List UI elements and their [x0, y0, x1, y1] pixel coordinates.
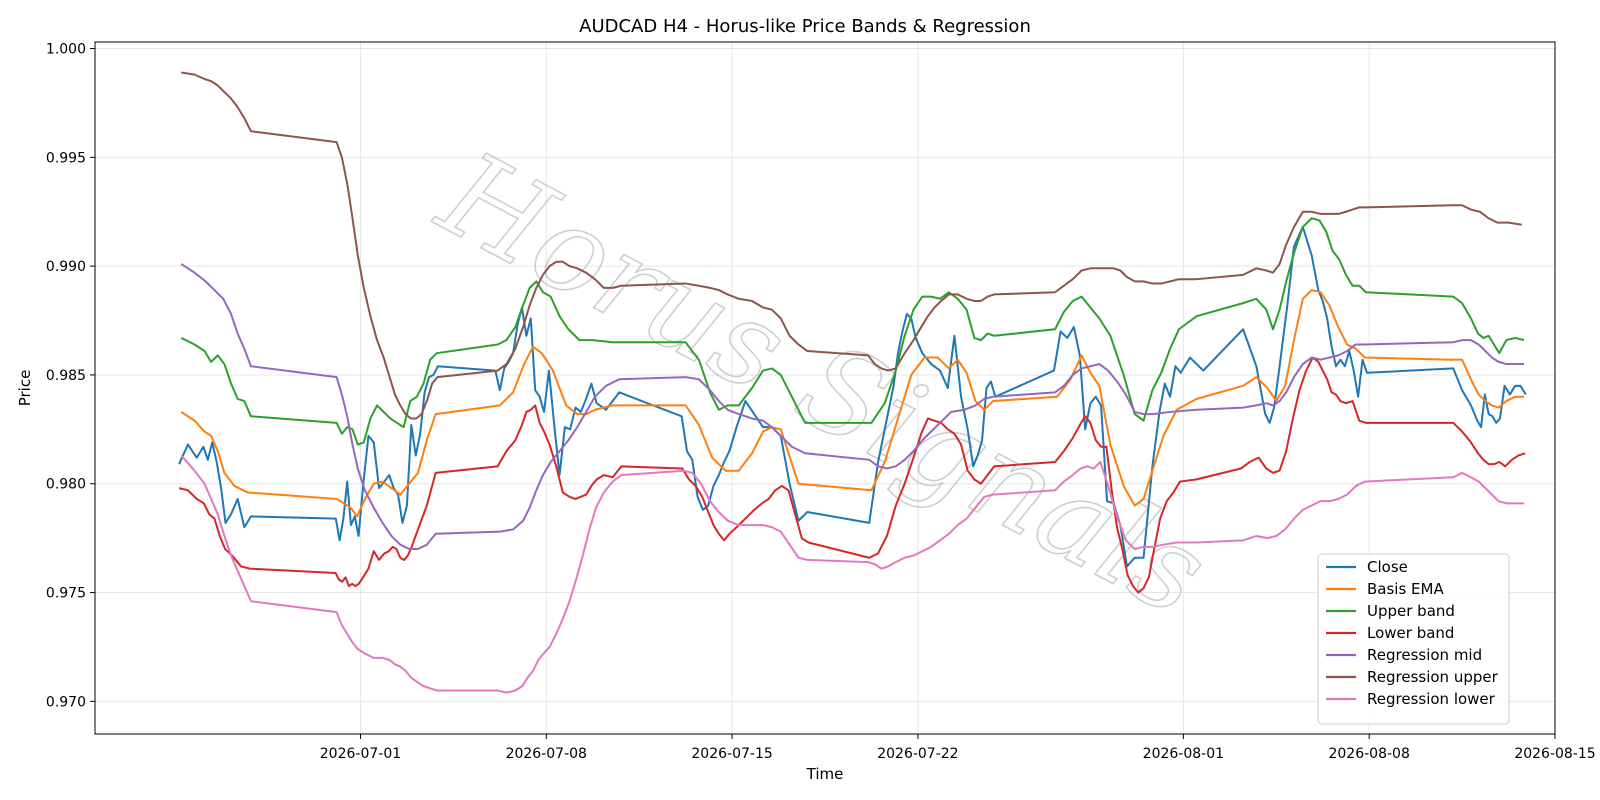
x-tick-label: 2026-08-15: [1514, 746, 1595, 762]
y-tick-label: 0.990: [46, 259, 86, 275]
x-axis-title: Time: [806, 765, 844, 783]
y-tick-label: 0.980: [46, 477, 86, 493]
y-tick-label: 0.985: [46, 368, 86, 384]
x-tick-label: 2026-08-01: [1143, 746, 1224, 762]
legend-label: Upper band: [1367, 602, 1455, 620]
y-tick-label: 0.975: [46, 586, 86, 602]
y-tick-label: 0.995: [46, 150, 86, 166]
y-axis: 0.970 0.975 0.980 0.985 0.990 0.995 1.000: [46, 42, 95, 710]
legend-label: Regression upper: [1367, 668, 1499, 686]
series-line-basis-ema: [180, 289, 1525, 518]
x-tick-label: 2026-07-15: [691, 746, 772, 762]
x-tick-label: 2026-08-08: [1328, 746, 1409, 762]
legend-label: Close: [1367, 558, 1408, 576]
legend-box: [1317, 553, 1510, 725]
series-line-regression-upper: [181, 71, 1522, 420]
series-line-close: [178, 225, 1527, 568]
legend-label: Lower band: [1367, 624, 1454, 642]
x-tick-label: 2026-07-08: [506, 746, 587, 762]
legend-label: Regression lower: [1367, 690, 1496, 708]
series-line-lower-band: [178, 356, 1526, 594]
series-line-upper-band: [180, 217, 1525, 446]
legend-label: Basis EMA: [1367, 580, 1444, 598]
x-tick-label: 2026-07-22: [877, 746, 958, 762]
series-line-regression-lower: [180, 454, 1525, 694]
x-tick-label: 2026-07-01: [320, 746, 401, 762]
series-layer: [178, 71, 1527, 694]
legend: Close Basis EMA Upper band Lower band Regres…: [1317, 553, 1510, 725]
y-tick-label: 1.000: [46, 42, 86, 58]
x-axis: 2026-07-01 2026-07-08 2026-07-15 2026-07-22…: [320, 734, 1596, 762]
grid-lines: [95, 42, 1556, 734]
plot-frame: [94, 41, 1556, 735]
y-tick-label: 0.970: [46, 694, 86, 710]
legend-label: Regression mid: [1367, 646, 1482, 664]
y-axis-title: Price: [16, 370, 34, 407]
series-line-regression-mid: [180, 263, 1525, 551]
chart-title: AUDCAD H4 - Horus-like Price Bands & Reg…: [579, 16, 1031, 37]
